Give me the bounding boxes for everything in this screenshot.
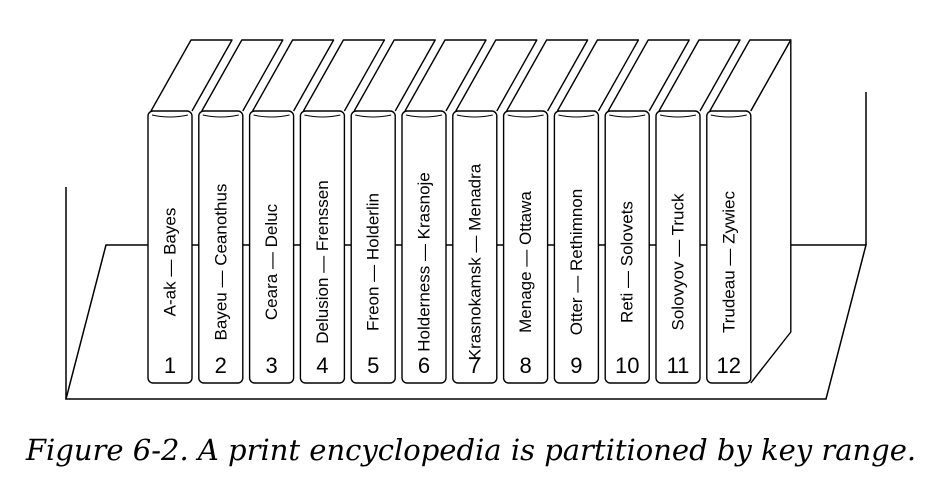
book-spine-edge — [151, 114, 189, 118]
volume-number: 5 — [367, 353, 379, 378]
figure-caption: Figure 6-2. A print encyclopedia is part… — [25, 433, 917, 467]
book-volume-12: Trudeau — Zywiec 12 — [706, 39, 792, 384]
book-spine-edge — [609, 114, 646, 118]
volume-range-label: Ceara — Deluc — [262, 203, 281, 320]
book-top-face — [353, 39, 436, 112]
volume-number: 4 — [316, 353, 328, 378]
book-spine — [655, 110, 701, 384]
book-top-face — [455, 39, 538, 112]
book-volume-5: Freon — Holderlin 5 — [350, 39, 436, 384]
book-spine-edge — [253, 114, 290, 118]
volume-number: 3 — [265, 353, 277, 378]
book-volume-3: Ceara — Deluc 3 — [248, 39, 335, 384]
book-top-face — [251, 39, 335, 112]
volume-number: 10 — [615, 353, 639, 378]
book-spine-edge — [659, 114, 697, 118]
book-volume-8: Menage — Ottawa 8 — [502, 39, 589, 384]
volume-range-label: Holderness — Krasnoje — [414, 172, 433, 352]
book-volume-9: Otter — Rethimnon 9 — [553, 39, 640, 384]
book-top-face — [150, 39, 233, 112]
book-spine-edge — [405, 114, 443, 118]
book-spine — [299, 110, 346, 384]
book-volume-1: A-ak — Bayes 1 — [147, 39, 233, 384]
volume-number: 6 — [418, 353, 430, 378]
book-spine — [350, 110, 396, 384]
book-top-face — [302, 39, 386, 112]
book-volume-10: Reti — Solovets 10 — [604, 39, 690, 384]
volume-range-label: Delusion — Frenssen — [313, 180, 332, 343]
book-volume-11: Solovyov — Truck 11 — [655, 39, 741, 384]
book-spine-edge — [304, 114, 341, 118]
volume-number: 2 — [215, 353, 227, 378]
book-spine — [248, 110, 295, 384]
book-spine-edge — [558, 114, 595, 118]
book-top-face — [658, 39, 741, 112]
volume-range-label: Krasnokamsk — Menadra — [465, 163, 484, 360]
volume-range-label: A-ak — Bayes — [160, 208, 179, 317]
book-top-face — [607, 39, 690, 112]
volume-range-label: Solovyov — Truck — [668, 193, 687, 330]
book-side-face — [750, 39, 792, 384]
book-spine — [401, 110, 447, 384]
volume-number: 1 — [164, 353, 176, 378]
encyclopedia-shelf-diagram: A-ak — Bayes 1 Bayeu — Ceanothus 2 Ceara — D… — [65, 39, 867, 400]
book-top-face — [505, 39, 589, 112]
book-volume-4: Delusion — Frenssen 4 — [299, 39, 386, 384]
volume-number: 11 — [667, 353, 690, 378]
book-spine-edge — [710, 114, 747, 118]
book-spine — [198, 110, 244, 384]
volume-number: 8 — [519, 353, 531, 378]
volume-range-label: Freon — Holderlin — [364, 193, 383, 331]
book-spine — [706, 110, 752, 384]
volume-range-label: Bayeu — Ceanothus — [211, 184, 230, 341]
volume-range-label: Trudeau — Zywiec — [719, 190, 738, 333]
volume-range-label: Menage — Ottawa — [516, 191, 535, 333]
book-top-face — [404, 39, 487, 112]
volume-number: 9 — [570, 353, 582, 378]
book-spine-edge — [507, 114, 544, 118]
book-spine — [604, 110, 650, 384]
book-top-face — [201, 39, 284, 112]
volume-range-label: Reti — Solovets — [618, 201, 637, 323]
book-row: A-ak — Bayes 1 Bayeu — Ceanothus 2 Ceara — D… — [147, 39, 792, 384]
book-spine-edge — [355, 114, 392, 118]
volume-number: 12 — [717, 353, 741, 378]
volume-number: 7 — [469, 353, 481, 378]
book-spine — [502, 110, 549, 384]
volume-range-label: Otter — Rethimnon — [567, 189, 586, 335]
book-spine — [147, 110, 193, 384]
book-spine — [553, 110, 600, 384]
book-spine — [452, 110, 498, 384]
book-spine-edge — [456, 114, 493, 118]
book-spine-edge — [202, 114, 239, 118]
book-top-face — [556, 39, 640, 112]
book-volume-2: Bayeu — Ceanothus 2 — [198, 39, 284, 384]
